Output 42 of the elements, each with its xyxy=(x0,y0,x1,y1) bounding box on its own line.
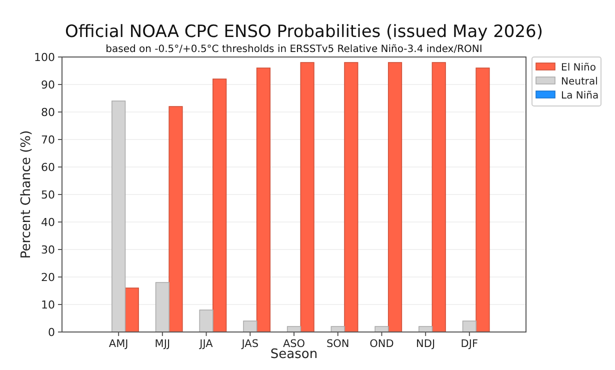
legend-label: Neutral xyxy=(561,76,598,88)
y-tick-label: 0 xyxy=(48,326,55,339)
x-tick-label: SON xyxy=(326,338,350,350)
y-tick-label: 20 xyxy=(41,270,55,284)
bar xyxy=(199,310,214,332)
bar xyxy=(155,282,170,332)
x-tick-label: DJF xyxy=(460,338,478,350)
y-tick-label: 40 xyxy=(41,216,55,229)
x-tick-label: ASO xyxy=(282,338,306,350)
bar xyxy=(462,320,476,332)
bar xyxy=(374,326,389,332)
x-tick-label: JAS xyxy=(240,338,259,350)
y-tick-label: 50 xyxy=(41,188,55,202)
x-tick-label: NDJ xyxy=(416,338,436,350)
bar xyxy=(476,68,490,332)
x-tick-label: OND xyxy=(370,338,394,350)
bar xyxy=(344,62,358,332)
bar xyxy=(112,100,126,332)
y-tick-label: 30 xyxy=(41,243,55,256)
bar xyxy=(388,62,402,332)
y-tick-label: 10 xyxy=(41,298,55,312)
x-tick-label: JJA xyxy=(198,338,214,350)
x-tick-label: MJJ xyxy=(154,338,170,350)
y-tick-label: 90 xyxy=(41,78,55,92)
y-tick-label: 60 xyxy=(41,160,55,174)
y-tick-label: 100 xyxy=(34,50,55,64)
bar xyxy=(212,78,227,332)
x-tick-label: AMJ xyxy=(108,338,128,350)
legend-label: El Niño xyxy=(561,62,596,74)
y-tick-label: 70 xyxy=(41,133,55,146)
legend-label: La Niña xyxy=(561,90,599,102)
chart-title: Official NOAA CPC ENSO Probabilities (issued May 2026) xyxy=(65,22,543,42)
chart-subtitle: based on -0.5°/+0.5°C thresholds in ERSSTv5 Relative Niño-3.4 index/RONI xyxy=(106,44,482,55)
bar xyxy=(256,68,270,332)
x-axis-title: Season xyxy=(270,347,318,362)
y-tick-label: 80 xyxy=(41,106,55,119)
y-axis-title: Percent Chance (%) xyxy=(19,130,34,259)
bar xyxy=(432,62,446,332)
bar xyxy=(124,288,139,332)
bar xyxy=(300,62,314,332)
bar xyxy=(243,320,258,332)
bar xyxy=(168,106,183,332)
